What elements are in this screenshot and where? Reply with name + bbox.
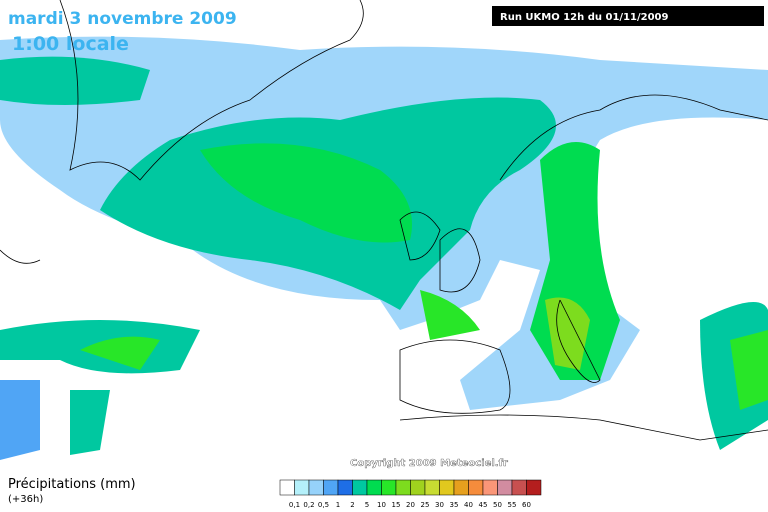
legend: 0,1 0,2 0,5 1 2 5 10 15 20 25 30 35 40 45 50 55 60 (279, 479, 542, 509)
legend-swatch (323, 479, 339, 496)
legend-label: 0,5 (318, 501, 329, 509)
legend-label: 55 (508, 501, 517, 509)
legend-swatch (482, 479, 498, 496)
legend-swatch (294, 479, 310, 496)
legend-swatch (395, 479, 411, 496)
copyright: Copyright 2009 Meteociel.fr (350, 458, 508, 469)
date-title: mardi 3 novembre 2009 (8, 9, 237, 29)
legend-swatch (410, 479, 426, 496)
time-title: 1:00 locale (12, 33, 129, 55)
legend-swatch (497, 479, 513, 496)
coastlines (0, 0, 768, 441)
legend-label: 0,2 (303, 501, 314, 509)
legend-label: 15 (392, 501, 401, 509)
legend-swatch (511, 479, 527, 496)
legend-swatch (366, 479, 382, 496)
legend-swatch (453, 479, 469, 496)
legend-label: 45 (479, 501, 488, 509)
legend-label: 1 (336, 501, 340, 509)
legend-swatch (308, 479, 324, 496)
legend-swatch (381, 479, 397, 496)
precipitation-areas (0, 36, 768, 460)
legend-title: Précipitations (mm) (8, 477, 136, 492)
legend-label: 2 (350, 501, 354, 509)
legend-label: 25 (421, 501, 430, 509)
legend-swatch (279, 479, 295, 496)
legend-label: 10 (377, 501, 386, 509)
legend-swatch (352, 479, 368, 496)
legend-label: 40 (464, 501, 473, 509)
legend-label: 20 (406, 501, 415, 509)
legend-label: 30 (435, 501, 444, 509)
legend-label: 0,1 (289, 501, 300, 509)
run-label: Run UKMO 12h du 01/11/2009 (500, 12, 669, 23)
legend-swatch (526, 479, 542, 496)
run-box (492, 6, 764, 26)
legend-swatch (337, 479, 353, 496)
legend-subtitle: (+36h) (8, 494, 43, 505)
legend-label: 60 (522, 501, 531, 509)
legend-swatch (439, 479, 455, 496)
legend-swatch (424, 479, 440, 496)
legend-label: 5 (365, 501, 369, 509)
legend-swatch (468, 479, 484, 496)
legend-label: 35 (450, 501, 459, 509)
legend-label: 50 (493, 501, 502, 509)
